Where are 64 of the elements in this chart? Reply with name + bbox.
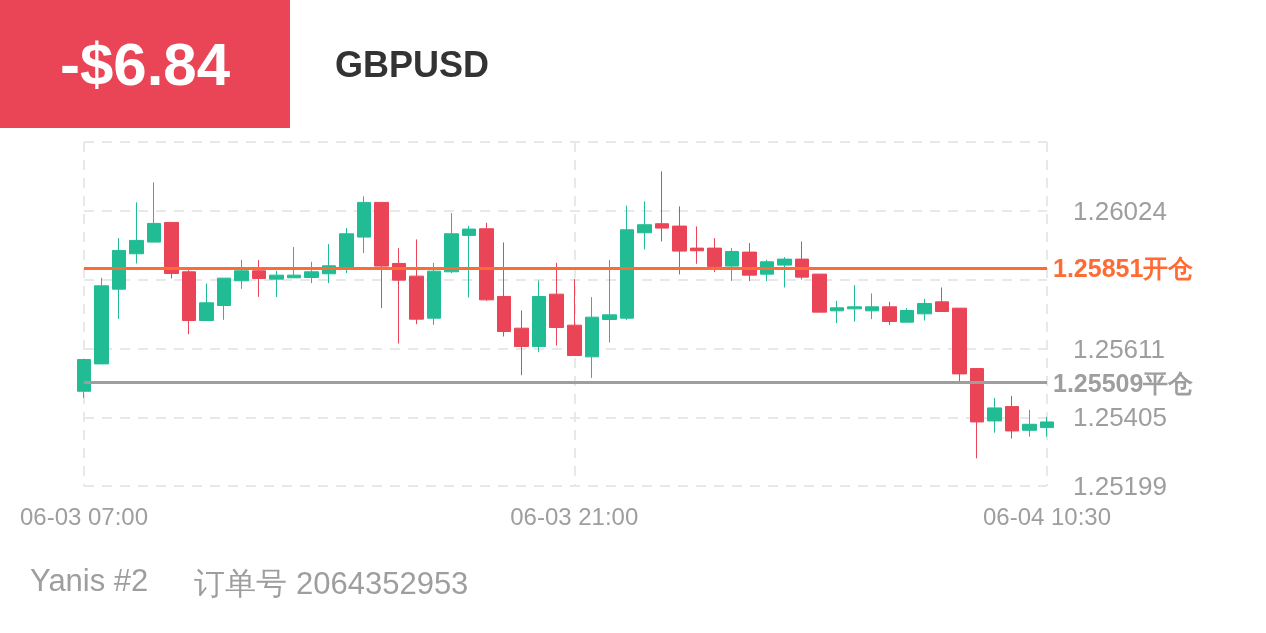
candlestick [602, 259, 617, 344]
candlestick [655, 170, 669, 242]
candlestick [549, 262, 564, 347]
candlestick [830, 300, 844, 324]
candlestick [77, 359, 91, 399]
ref-line-label: 1.25509平仓 [1053, 368, 1194, 397]
candlestick [374, 201, 389, 309]
text: Yanis #2 [30, 563, 149, 600]
candlestick [970, 368, 984, 459]
candlestick [182, 269, 196, 335]
candlestick [287, 246, 301, 279]
chart-title: GBPUSD [335, 44, 490, 86]
candlestick [252, 259, 266, 298]
y-tick-label: 1.25199 [1073, 471, 1167, 501]
candlestick [900, 307, 914, 323]
candlestick [339, 227, 354, 274]
candlestick [497, 241, 511, 338]
candlestick [217, 277, 231, 321]
candlestick [479, 222, 494, 302]
candlestick [987, 397, 1002, 434]
candlestick [567, 278, 582, 357]
candlestick [882, 301, 897, 326]
candlestick [269, 270, 284, 298]
candlestick [409, 238, 424, 325]
candlestick [1005, 395, 1019, 440]
candlestick [952, 307, 967, 383]
candlestick [935, 286, 949, 312]
candlestick [620, 205, 634, 321]
candlestick [917, 298, 932, 322]
candlestick [357, 195, 371, 254]
y-tick-label: 1.25405 [1073, 402, 1167, 433]
candlestick [847, 284, 862, 323]
text: 订单号 2064352953 [194, 565, 469, 603]
candlestick [129, 201, 144, 264]
candlestick [514, 310, 529, 376]
candlestick [147, 181, 161, 243]
candlestick [812, 273, 827, 313]
candlestick [234, 259, 249, 290]
candlestick [462, 225, 476, 298]
candlestick [672, 205, 687, 275]
x-tick-label: 06-03 21:00 [510, 502, 639, 530]
candlestick [444, 212, 459, 274]
candlestick [94, 277, 109, 365]
candlestick [164, 221, 179, 279]
candlestick [637, 200, 652, 250]
x-tick-label: 06-04 10:30 [982, 502, 1112, 530]
candlestick [199, 282, 214, 322]
ref-line-label: 1.25851开仓 [1053, 254, 1194, 283]
candlestick [532, 279, 546, 353]
candlestick [690, 225, 704, 265]
candlestick [707, 237, 722, 273]
candlestick [1040, 416, 1054, 438]
candlestick [777, 256, 792, 288]
candlestick [865, 292, 879, 320]
x-tick-label: 06-03 07:00 [19, 502, 149, 530]
candlestick [427, 262, 441, 326]
y-tick-label: 1.25611 [1073, 333, 1166, 364]
candlestick [1022, 409, 1037, 438]
candlestick [112, 237, 126, 320]
candlestick [725, 247, 739, 282]
y-tick-label: 1.26024 [1073, 195, 1167, 226]
text: -$6.84 [0, 0, 290, 128]
candlestick [585, 296, 599, 379]
candlestick [304, 261, 319, 284]
